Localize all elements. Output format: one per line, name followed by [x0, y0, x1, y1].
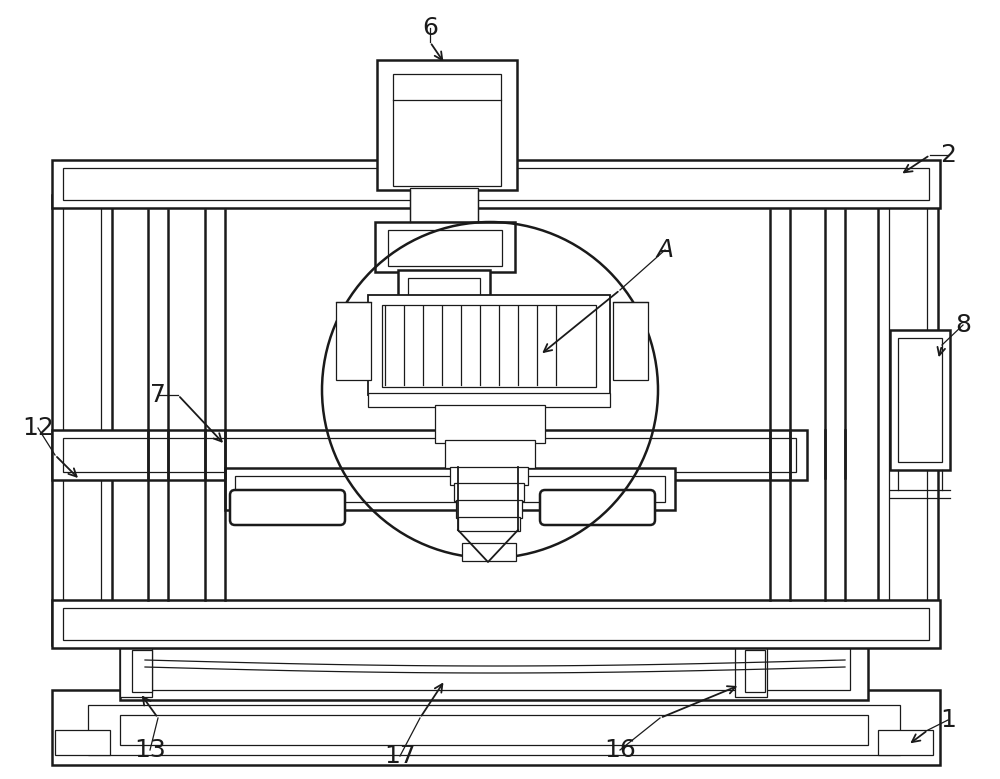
Bar: [890, 330, 950, 470]
Text: 7: 7: [150, 383, 166, 407]
Bar: [435, 405, 545, 443]
Bar: [393, 74, 501, 186]
Bar: [368, 295, 610, 395]
Text: A: A: [656, 238, 674, 262]
Text: 16: 16: [604, 738, 636, 762]
Bar: [52, 600, 940, 648]
Bar: [382, 305, 596, 387]
Bar: [889, 205, 927, 635]
Bar: [63, 608, 929, 640]
Bar: [458, 517, 520, 531]
Bar: [878, 730, 933, 755]
Text: 1: 1: [940, 708, 956, 732]
Bar: [408, 278, 480, 316]
Bar: [735, 645, 767, 697]
Bar: [454, 483, 524, 501]
Bar: [878, 195, 938, 645]
Text: 6: 6: [422, 16, 438, 40]
Bar: [462, 543, 516, 561]
Bar: [52, 430, 807, 480]
Bar: [225, 468, 675, 510]
Bar: [398, 270, 490, 320]
FancyBboxPatch shape: [230, 490, 345, 525]
Bar: [898, 338, 942, 462]
Text: 12: 12: [22, 416, 54, 440]
Bar: [120, 715, 868, 745]
Bar: [450, 467, 528, 485]
Bar: [63, 205, 101, 635]
Bar: [88, 705, 900, 755]
Bar: [63, 438, 796, 472]
Bar: [235, 476, 665, 502]
Bar: [132, 650, 152, 692]
Bar: [745, 650, 765, 692]
FancyBboxPatch shape: [540, 490, 655, 525]
Text: 8: 8: [955, 313, 971, 337]
Bar: [120, 645, 152, 697]
Bar: [138, 648, 850, 690]
Bar: [52, 690, 940, 765]
Bar: [445, 440, 535, 468]
Bar: [613, 302, 648, 380]
Bar: [63, 168, 929, 200]
Bar: [52, 160, 940, 208]
Bar: [456, 500, 522, 518]
Text: 13: 13: [134, 738, 166, 762]
Bar: [410, 188, 478, 222]
Bar: [368, 393, 610, 407]
Bar: [55, 730, 110, 755]
Text: 2: 2: [940, 143, 956, 167]
Bar: [388, 230, 502, 266]
Bar: [377, 60, 517, 190]
Text: 17: 17: [384, 744, 416, 768]
Bar: [120, 640, 868, 700]
Bar: [336, 302, 371, 380]
Bar: [375, 222, 515, 272]
Bar: [52, 195, 112, 645]
